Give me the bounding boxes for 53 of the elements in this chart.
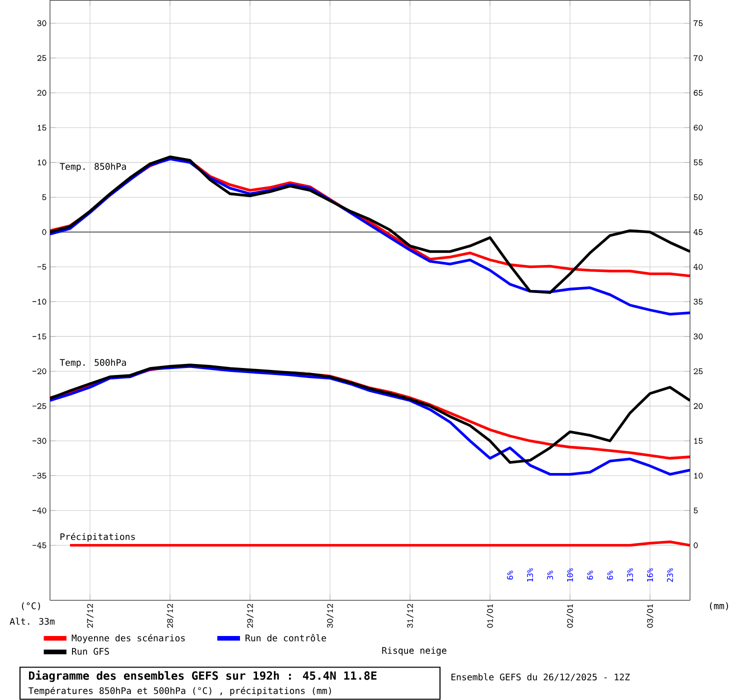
y-tick-label: -30 xyxy=(32,438,46,444)
annotation: Temp. 500hPa xyxy=(60,358,126,368)
text: Températures 850hPa et 500hPa (°C) , précipitations (mm) xyxy=(28,686,331,696)
x-tick-label: 29/12 xyxy=(246,604,254,628)
y2-tick-label: 55 xyxy=(694,159,703,166)
y-tick-label: -20 xyxy=(32,368,46,374)
legend-label: Run GFS xyxy=(72,648,109,655)
y-tick-label: -10 xyxy=(32,298,46,304)
y2-tick-label: 5 xyxy=(694,507,698,514)
y2-tick-label: 40 xyxy=(694,264,703,270)
text: Ensemble GEFS du 26/12/2025 - 12Z xyxy=(451,673,630,682)
annotation: Temp. 850hPa xyxy=(60,162,126,172)
y2-tick-label: 10 xyxy=(694,472,703,478)
text: Diagramme des ensembles GEFS sur 192h : 45.4N 11.8E xyxy=(29,670,376,682)
y2-tick-label: 0 xyxy=(694,542,698,548)
x-tick-label: 03/01 xyxy=(646,604,654,628)
y2-tick-label: 20 xyxy=(694,403,703,409)
y2-tick-label: 25 xyxy=(694,368,703,374)
x-tick-label: 02/01 xyxy=(566,604,574,628)
x-tick-label: 01/01 xyxy=(486,604,494,628)
y-tick-label: -25 xyxy=(32,403,46,409)
x-tick-label: 27/12 xyxy=(86,604,94,628)
legend-label: Run de contrôle xyxy=(246,634,326,642)
y2-tick-label: 50 xyxy=(694,194,703,200)
y2-tick-label: 35 xyxy=(694,298,703,304)
x-tick-label: 28/12 xyxy=(166,604,174,628)
y-tick-label: 10 xyxy=(38,159,46,166)
text: Risque neige xyxy=(382,646,446,656)
text: Alt. 33m xyxy=(10,618,54,625)
y2-tick-label: 30 xyxy=(694,333,703,340)
y-tick-label: 0 xyxy=(42,228,46,235)
y-tick-label: 15 xyxy=(38,124,46,130)
y-tick-label: -5 xyxy=(37,264,46,270)
y-tick-label: 5 xyxy=(42,194,46,200)
y-tick-label: -35 xyxy=(32,472,46,478)
y-tick-label: -40 xyxy=(32,507,46,514)
y2-tick-label: 70 xyxy=(694,54,703,61)
y-tick-label: 25 xyxy=(37,54,46,61)
y-tick-label: -15 xyxy=(32,333,46,340)
y-tick-label: -45 xyxy=(32,542,46,548)
y2-tick-label: 65 xyxy=(694,90,703,96)
y2-tick-label: 75 xyxy=(694,20,703,26)
y-tick-label: 30 xyxy=(37,20,46,26)
y-axis-title: (°C) xyxy=(22,602,40,610)
x-tick-label: 31/12 xyxy=(406,604,414,628)
y2-tick-label: 60 xyxy=(694,124,703,130)
y2-tick-label: 15 xyxy=(694,438,703,444)
y2-tick-label: 45 xyxy=(694,228,703,235)
x-tick-label: 30/12 xyxy=(326,604,334,628)
y2-axis-title: (mm) xyxy=(710,602,728,610)
y-tick-label: 20 xyxy=(37,90,46,96)
annotation: Précipitations xyxy=(60,532,135,542)
legend-label: Moyenne des scénarios xyxy=(72,634,185,644)
